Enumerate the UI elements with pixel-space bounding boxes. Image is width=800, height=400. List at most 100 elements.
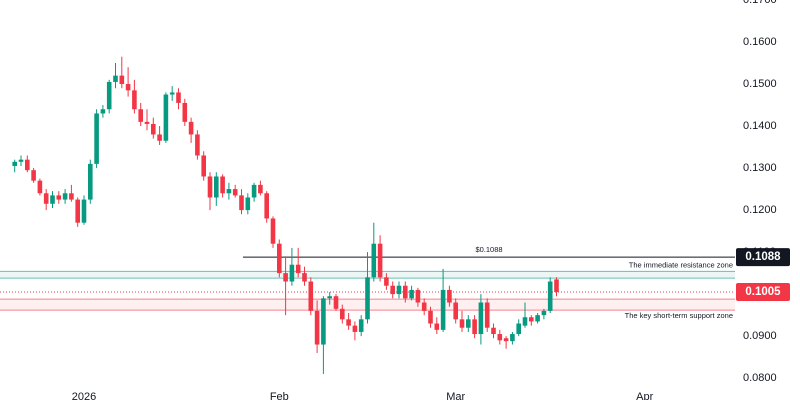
candle-body [62,193,68,200]
candle-body [151,123,156,135]
candle-body [163,94,169,141]
candle-body [327,296,332,299]
candle-body [447,289,452,303]
candle-body [358,319,364,332]
last-price-axis-box [736,283,790,302]
y-tick-label: 0.1500 [743,78,777,90]
candle-body [503,338,509,342]
candle-body [428,310,433,324]
candle-body [88,163,93,200]
candle-body [144,121,150,124]
x-tick-label: Mar [446,391,465,400]
candle-body [220,176,225,194]
candle-body [132,90,137,110]
candle-body [365,277,370,320]
candle-body [421,302,427,311]
candle-body [384,277,389,286]
candle-body [270,218,276,244]
candle-body [94,113,99,164]
candle-body [535,315,540,322]
zone-label: The key short-term support zone [625,311,733,320]
candle-body [75,199,80,223]
candle-body [214,176,219,198]
candle-body [440,289,446,330]
candle-body [547,281,553,311]
candle-body [157,134,162,141]
last-price-axis-label: 0.1005 [745,286,781,298]
candle-body [352,325,358,332]
candle-body [434,323,440,330]
candle-body [478,302,484,335]
candle-body [37,180,43,194]
candle-body [258,184,263,194]
candle-body [245,197,251,211]
candle-body [289,264,295,282]
candle-body [100,109,106,114]
y-tick-label: 0.1300 [743,162,777,174]
candle-body [138,109,143,122]
candle-body [277,243,282,274]
candle-body [377,243,383,278]
candle-body [264,193,269,219]
zone-label: The immediate resistance zone [629,260,733,269]
candle-body [510,334,515,342]
candle-body [106,81,112,110]
candle-body [415,289,421,303]
candle-body [302,273,307,282]
candle-body [516,323,521,335]
candle-body [390,285,395,295]
candle-body [497,334,503,341]
candle-body [232,189,238,196]
candle-body [207,176,213,198]
candle-body [321,298,326,345]
candle-body [529,317,534,322]
candle-body [346,319,351,326]
candle-body [396,285,402,295]
candle-body [466,319,471,328]
candle-body [340,308,345,320]
candle-body [239,195,244,211]
candle-body [333,296,339,309]
price-line-axis-label: 0.1088 [745,251,781,263]
candle-body [403,285,408,299]
candle-body [31,170,36,181]
y-tick-label: 0.1400 [743,120,777,132]
y-tick-label: 0.1200 [743,204,777,216]
candle-body [56,195,62,200]
candle-body [371,243,377,278]
price-line-axis-box [736,248,790,267]
candle-body [119,75,125,85]
candle-body [541,310,547,316]
candle-body [81,199,87,223]
candle-body [459,319,465,328]
candle-body [169,92,175,95]
x-tick-label: Feb [270,391,289,400]
y-tick-label: 0.0900 [743,330,777,342]
candle-body [195,134,200,156]
candle-body [18,159,24,162]
candle-body [12,161,17,166]
price-line-label: $0.1088 [475,245,502,254]
candle-body [491,327,496,335]
candle-body [295,264,301,274]
x-tick-label: 2026 [72,391,96,400]
candle-body [201,155,206,177]
candle-body [188,121,194,135]
candle-body [69,193,74,200]
y-tick-label: 0.0800 [743,372,777,384]
candle-body [125,84,131,91]
candle-body [283,273,288,282]
candle-body [43,193,49,204]
candle-body [554,279,559,293]
candle-body [472,319,477,335]
candle-body [453,302,458,320]
candle-body [50,195,55,204]
y-tick-label: 0.1700 [743,0,777,6]
candle-body [226,189,232,194]
candle-body [522,317,528,326]
candle-body [484,302,490,328]
candle-body [314,310,320,345]
